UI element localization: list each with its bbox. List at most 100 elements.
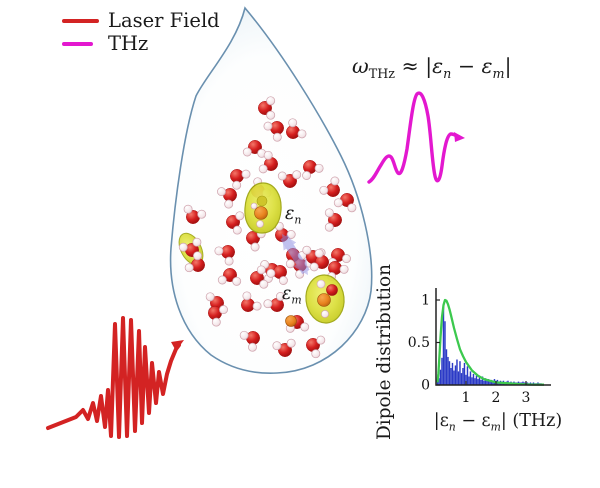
hydrogen-atom: [324, 208, 334, 218]
hydrogen-atom: [266, 110, 276, 120]
hydrogen-atom: [300, 322, 310, 332]
hydrogen-atom: [192, 237, 202, 247]
histogram-bar: [481, 376, 484, 385]
free-hydronium-atom: [285, 315, 297, 327]
hydrogen-atom: [342, 254, 351, 264]
hydrogen-atom: [263, 150, 273, 160]
histogram-bar: [462, 368, 464, 385]
hydrogen-atom: [252, 301, 262, 311]
laser-field-pulse: [46, 316, 184, 439]
histogram-bar: [490, 379, 493, 385]
water-molecule: [217, 268, 242, 286]
histogram-bar: [475, 375, 478, 385]
histogram-bar: [438, 378, 440, 385]
hydrogen-atom: [242, 291, 252, 301]
hydrogen-atom: [241, 169, 251, 179]
histogram-bar: [469, 371, 472, 385]
histogram-bar: [471, 377, 473, 385]
hydrogen-atom: [184, 263, 194, 273]
hydrogen-atom: [183, 204, 193, 214]
hydrogen-atom: [211, 317, 221, 327]
legend-item-thz: THz: [62, 32, 220, 55]
hydrogen-atom: [311, 349, 321, 359]
histogram-bar: [483, 380, 485, 385]
hydrogen-atom: [197, 209, 207, 219]
hydrogen-atom: [314, 248, 324, 258]
inset-axes: [435, 288, 551, 386]
thz-line-swatch: [62, 41, 93, 46]
laser-arrowhead: [171, 340, 184, 351]
hydrogen-atom: [347, 203, 357, 213]
inset-tick-labels: 1 2 3 0 0.5 1: [408, 293, 531, 407]
histogram-bar: [486, 379, 488, 385]
water-molecule: [263, 121, 284, 142]
histogram-bar: [480, 379, 482, 385]
hydrogen-atom: [242, 147, 252, 157]
inset-ylabel: Dipole distribution: [374, 263, 395, 441]
hydrogen-atom: [272, 132, 282, 142]
oxygen-atom: [221, 245, 235, 259]
histogram-bar: [442, 304, 445, 385]
hydrogen-atom: [275, 292, 285, 301]
histogram-bar: [444, 321, 446, 385]
histogram-bar: [439, 369, 442, 385]
water-molecule: [272, 338, 296, 357]
histogram-bar: [454, 365, 457, 385]
water-molecule: [286, 118, 307, 139]
oxygen-atom: [256, 195, 268, 207]
hydrogen-atom: [250, 202, 258, 210]
oxygen-atom: [270, 121, 284, 135]
thz-arrowhead: [454, 132, 465, 142]
water-molecule: [208, 305, 228, 327]
hydrogen-atom: [288, 118, 298, 128]
tick-label: 1: [462, 390, 471, 406]
inset-xlabel: |εn − εm| (THz): [433, 411, 563, 434]
water-molecule: [214, 245, 235, 266]
hydrogen-atom: [333, 198, 343, 208]
water-molecule: [230, 169, 251, 190]
hydrogen-atom: [256, 220, 264, 228]
oxygen-atom: [286, 125, 300, 139]
hydrogen-atom: [263, 121, 273, 131]
oxygen-atom: [246, 331, 260, 345]
hydrogen-atom: [263, 299, 273, 309]
hydrogen-atom: [302, 171, 312, 180]
oxygen-atom: [191, 258, 205, 272]
hydrogen-atom: [259, 279, 269, 289]
histogram-bar: [436, 380, 439, 385]
histogram-bar: [447, 356, 449, 385]
hydrogen-atom: [239, 330, 249, 340]
dipole-distribution-inset: 1 2 3 0 0.5 1 Dipole distribution |εn − εm| (…: [374, 250, 590, 455]
epsilon-n-label: εn: [285, 204, 302, 227]
hydrogen-atom: [235, 211, 245, 221]
histogram-bar: [478, 377, 481, 385]
histogram-bar: [465, 374, 467, 385]
distribution-curve: [436, 298, 545, 386]
histogram-bar: [492, 381, 494, 385]
hydrogen-atom: [339, 264, 349, 274]
water-molecule: [324, 208, 342, 232]
oxygen-atom: [278, 343, 292, 357]
hydrogen-atom: [232, 225, 242, 235]
tick-label: 3: [522, 390, 531, 406]
oxygen-atom: [248, 140, 262, 154]
tick-label: 1: [421, 293, 430, 309]
hydrogen-atom: [193, 251, 202, 261]
oxygen-atom: [328, 213, 342, 227]
hydrogen-atom: [217, 275, 227, 285]
legend: Laser Field THz: [62, 9, 220, 55]
histogram-bar: [460, 373, 463, 385]
water-molecule: [226, 211, 245, 235]
hydrogen-atom: [321, 310, 329, 318]
histogram-bar: [472, 373, 475, 385]
hydrogen-atom: [330, 176, 340, 186]
tick-label: 2: [492, 390, 501, 406]
hydrogen-atom: [232, 276, 242, 286]
oxygen-atom: [326, 183, 340, 197]
histogram-bar: [463, 362, 466, 385]
hydrogen-atom: [205, 292, 215, 302]
histogram-bar: [456, 359, 458, 385]
water-molecule: [250, 265, 269, 289]
water-molecule: [309, 248, 329, 272]
hydrogen-atom: [286, 338, 296, 348]
